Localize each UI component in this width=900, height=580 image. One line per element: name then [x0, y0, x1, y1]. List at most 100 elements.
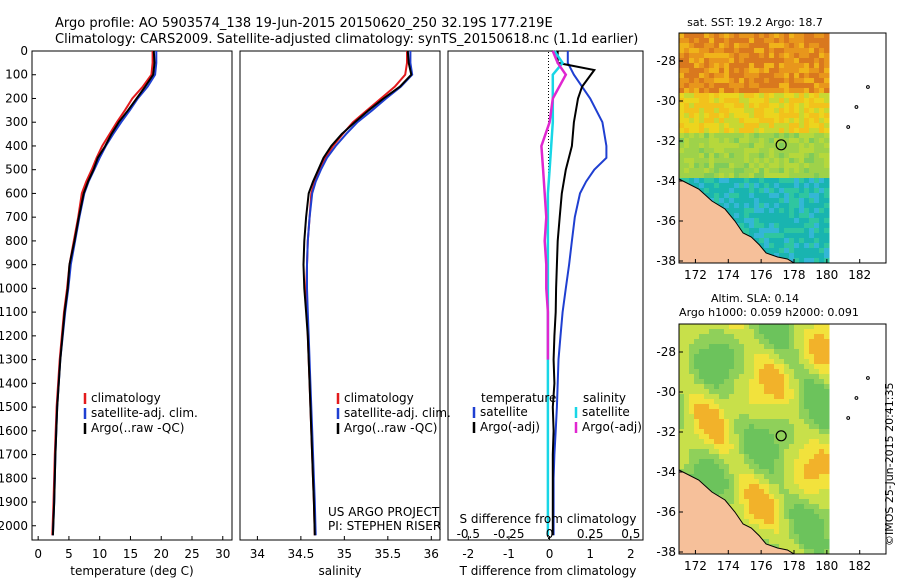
- map-cell: [729, 73, 735, 79]
- map-cell: [814, 158, 820, 164]
- map-cell: [804, 394, 810, 400]
- map-cell: [699, 113, 705, 119]
- map-cell: [824, 529, 830, 535]
- map-cell: [709, 404, 715, 410]
- map-cell: [794, 549, 800, 555]
- map-cell: [694, 429, 700, 435]
- map-cell: [679, 113, 685, 119]
- map-cell: [769, 354, 775, 360]
- map-cell: [744, 394, 750, 400]
- temperature-legend-label: satellite-adj. clim.: [91, 406, 198, 420]
- map-cell: [809, 519, 815, 525]
- map-cell: [774, 474, 780, 480]
- map-cell: [764, 504, 770, 510]
- map-cell: [809, 83, 815, 89]
- map-cell: [789, 409, 795, 415]
- map-cell: [684, 113, 690, 119]
- map-cell: [814, 469, 820, 475]
- map-cell: [684, 163, 690, 169]
- map-cell: [744, 228, 750, 234]
- map-cell: [709, 444, 715, 450]
- map-cell: [809, 414, 815, 420]
- map-cell: [719, 404, 725, 410]
- map-cell: [739, 409, 745, 415]
- map-cell: [784, 68, 790, 74]
- map-cell: [789, 339, 795, 345]
- map-cell: [689, 419, 695, 425]
- map-cell: [759, 233, 765, 239]
- s-argo-diff-line: [540, 50, 568, 360]
- map-cell: [819, 53, 825, 59]
- lat-tick-label: -38: [656, 254, 676, 268]
- map-cell: [739, 359, 745, 365]
- map-cell: [759, 78, 765, 84]
- map-cell: [764, 118, 770, 124]
- map-cell: [784, 439, 790, 445]
- map-cell: [804, 534, 810, 540]
- map-cell: [744, 464, 750, 470]
- map-cell: [764, 339, 770, 345]
- map-cell: [784, 339, 790, 345]
- map-cell: [759, 73, 765, 79]
- map-cell: [744, 223, 750, 229]
- map-cell: [754, 138, 760, 144]
- map-cell: [784, 218, 790, 224]
- map-cell: [679, 168, 685, 174]
- temperature-series-group: [51, 50, 158, 536]
- map-cell: [714, 339, 720, 345]
- map-cell: [774, 324, 780, 330]
- map-cell: [789, 88, 795, 94]
- map-cell: [729, 429, 735, 435]
- map-cell: [814, 384, 820, 390]
- map-cell: [709, 138, 715, 144]
- map-cell: [759, 108, 765, 114]
- map-cell: [679, 459, 685, 465]
- map-cell: [689, 469, 695, 475]
- map-cell: [754, 83, 760, 89]
- map-cell: [789, 429, 795, 435]
- map-cell: [749, 324, 755, 330]
- map-cell: [769, 519, 775, 525]
- map-cell: [739, 394, 745, 400]
- map-cell: [804, 504, 810, 510]
- map-cell: [779, 419, 785, 425]
- map-cell: [799, 63, 805, 69]
- map-cell: [749, 33, 755, 39]
- map-cell: [794, 354, 800, 360]
- difference-panel: -2 -1 0 1 2 -0.5 -0.25 0 0.25 0.5 S difference f…: [447, 50, 644, 578]
- map-cell: [779, 173, 785, 179]
- map-cell: [819, 93, 825, 99]
- map-cell: [689, 133, 695, 139]
- map-cell: [724, 48, 730, 54]
- map-cell: [744, 73, 750, 79]
- map-cell: [754, 98, 760, 104]
- map-cell: [744, 163, 750, 169]
- map-cell: [704, 148, 710, 154]
- map-cell: [724, 98, 730, 104]
- map-cell: [799, 188, 805, 194]
- map-cell: [694, 108, 700, 114]
- map-cell: [794, 344, 800, 350]
- map-cell: [794, 409, 800, 415]
- map-cell: [724, 198, 730, 204]
- map-cell: [774, 344, 780, 350]
- map-cell: [724, 158, 730, 164]
- map-cell: [679, 369, 685, 375]
- map-cell: [729, 198, 735, 204]
- map-cell: [734, 444, 740, 450]
- map-cell: [744, 173, 750, 179]
- map-cell: [769, 238, 775, 244]
- map-cell: [769, 464, 775, 470]
- lat-tick-label: -32: [656, 134, 676, 148]
- map-cell: [819, 514, 825, 520]
- map-cell: [719, 344, 725, 350]
- map-cell: [814, 529, 820, 535]
- lat-tick-label: -28: [656, 54, 676, 68]
- map-cell: [704, 163, 710, 169]
- map-cell: [694, 474, 700, 480]
- map-cell: [789, 419, 795, 425]
- map-cell: [724, 389, 730, 395]
- map-cell: [814, 78, 820, 84]
- map-cell: [769, 88, 775, 94]
- map-cell: [689, 324, 695, 330]
